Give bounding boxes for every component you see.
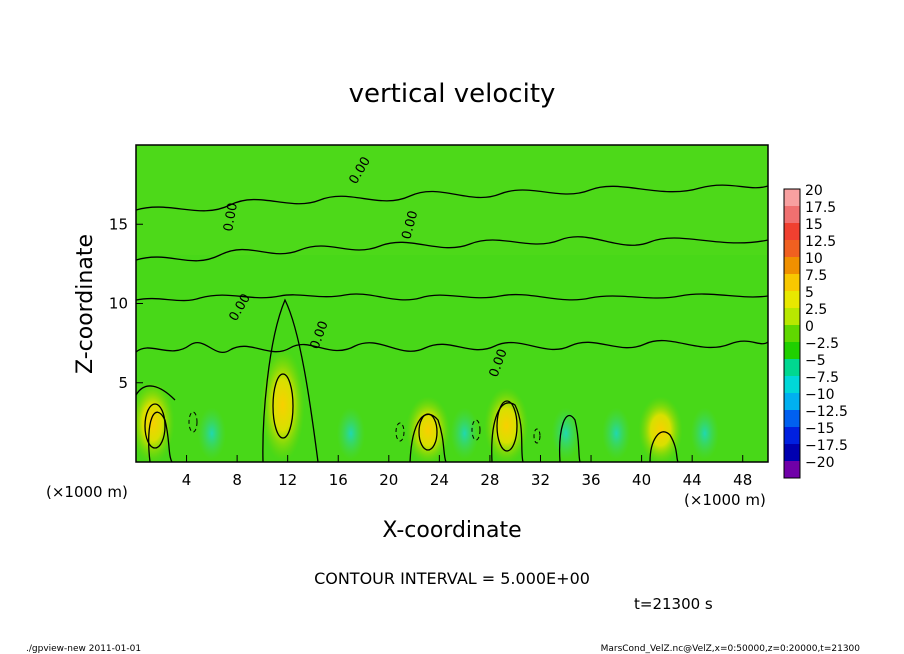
warm-core-4	[638, 396, 683, 462]
footer-right: MarsCond_VelZ.nc@VelZ,x=0:50000,z=0:2000…	[601, 644, 861, 654]
y-tick-label: 10	[109, 295, 128, 313]
x-tick-label: 8	[232, 471, 242, 489]
cool-streak-0	[197, 407, 226, 460]
warm-core-0	[136, 381, 175, 462]
cool-streak-5	[690, 407, 719, 460]
colorbar-frame	[783, 188, 801, 479]
colorbar-label: −2.5	[805, 336, 839, 352]
colorbar-swatch	[784, 359, 800, 376]
y-tick-label: 5	[118, 374, 128, 392]
footer-left: ./gpview-new 2011-01-01	[26, 644, 141, 654]
x-tick-label: 48	[733, 471, 752, 489]
x-axis-label: X-coordinate	[382, 518, 521, 543]
x-tick-label: 28	[480, 471, 499, 489]
contour-interval: CONTOUR INTERVAL = 5.000E+00	[314, 569, 590, 588]
x-tick-label: 12	[278, 471, 297, 489]
colorbar-swatch	[784, 393, 800, 410]
colorbar-swatch	[784, 342, 800, 359]
colorbar-swatch	[784, 308, 800, 325]
colorbar-swatch	[784, 223, 800, 240]
colorbar-label: 12.5	[805, 234, 836, 250]
y-axis-label: Z-coordinate	[73, 234, 98, 374]
y-tick-label: 15	[109, 215, 128, 233]
colorbar-label: 5	[805, 285, 814, 301]
time-label: t=21300 s	[634, 595, 713, 613]
colorbar-label: 10	[805, 251, 823, 267]
x-tick-label: 20	[379, 471, 398, 489]
x-tick-label: 44	[683, 471, 702, 489]
cores-layer	[136, 348, 719, 462]
x-tick-label: 16	[329, 471, 348, 489]
colorbar-swatch	[784, 257, 800, 274]
colorbar-label: −12.5	[805, 404, 848, 420]
x-tick-label: 24	[430, 471, 449, 489]
x-tick-label: 32	[531, 471, 550, 489]
colorbar-swatch	[784, 444, 800, 461]
colorbar-label: −5	[805, 353, 826, 369]
negative-contours	[188, 411, 541, 444]
colorbar-swatch	[784, 274, 800, 291]
x-tick-label: 4	[182, 471, 192, 489]
colorbar-label: 15	[805, 217, 823, 233]
colorbar: 2017.51512.5107.552.50−2.5−5−7.5−10−12.5…	[783, 183, 848, 479]
colorbar-label: 20	[805, 183, 823, 199]
colorbar-label: −17.5	[805, 438, 848, 454]
warm-core-3	[484, 387, 529, 462]
contour-label: 0.00	[399, 209, 421, 241]
colorbar-label: −10	[805, 387, 835, 403]
colorbar-label: 2.5	[805, 302, 827, 318]
cool-streak-1	[336, 407, 365, 460]
cool-streak-4	[602, 407, 631, 460]
colorbar-swatch	[784, 325, 800, 342]
colorbar-label: 7.5	[805, 268, 827, 284]
warm-core-1	[260, 348, 305, 462]
contour-lines	[136, 184, 768, 462]
colorbar-swatch	[784, 240, 800, 257]
chart-title: vertical velocity	[349, 79, 556, 109]
colorbar-swatch	[784, 410, 800, 427]
colorbar-swatch	[784, 427, 800, 444]
x-unit-left: (×1000 m)	[46, 483, 128, 501]
colorbar-label: −20	[805, 455, 835, 471]
colorbar-swatch	[784, 189, 800, 206]
contour-label: 0.00	[221, 202, 241, 233]
colorbar-swatch	[784, 376, 800, 393]
x-axis: 4 8 12 16 20 24 28 32 36 40 44 48	[182, 455, 752, 489]
plot-area: 0.000.000.000.000.000.00	[136, 145, 768, 462]
cool-streak-2	[450, 407, 479, 460]
colorbar-label: 0	[805, 319, 814, 335]
colorbar-swatch	[784, 206, 800, 223]
x-tick-label: 36	[581, 471, 600, 489]
colorbar-label: −7.5	[805, 370, 839, 386]
y-axis: 5 10 15	[109, 215, 143, 392]
colorbar-swatch	[784, 291, 800, 308]
colorbar-swatch	[784, 461, 800, 478]
colorbar-label: −15	[805, 421, 835, 437]
x-unit-right: (×1000 m)	[684, 491, 766, 509]
warm-core-2	[405, 396, 450, 462]
colorbar-label: 17.5	[805, 200, 836, 216]
cool-streak-3	[551, 407, 580, 460]
upper-band	[136, 145, 768, 255]
x-tick-label: 40	[632, 471, 651, 489]
